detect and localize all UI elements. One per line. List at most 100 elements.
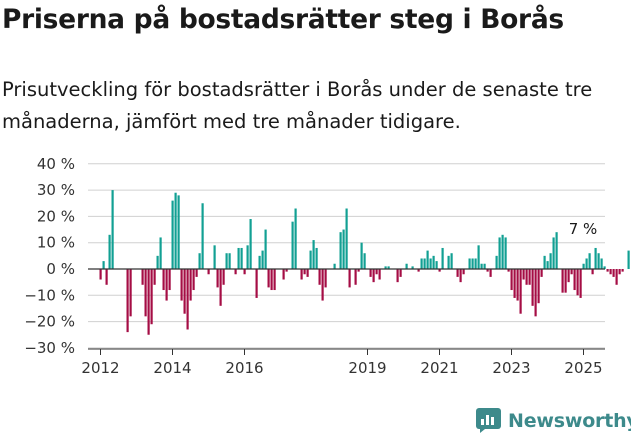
bar <box>417 269 420 272</box>
bar <box>240 247 243 269</box>
bar <box>555 232 558 269</box>
bar <box>477 245 480 269</box>
bar <box>480 263 483 269</box>
bar <box>519 269 522 314</box>
bar <box>228 253 231 269</box>
bar <box>150 269 153 325</box>
bar <box>345 208 348 269</box>
bar <box>234 269 237 275</box>
bar <box>423 258 426 269</box>
bar <box>618 269 621 275</box>
bar <box>552 237 555 269</box>
bars <box>99 190 630 335</box>
bar <box>309 250 312 269</box>
bar <box>129 269 132 317</box>
bar <box>378 269 381 280</box>
bar <box>585 258 588 269</box>
bar <box>543 255 546 269</box>
bar <box>387 266 390 269</box>
bar <box>282 269 285 280</box>
bar <box>207 269 210 275</box>
bar <box>237 247 240 269</box>
bar <box>534 269 537 317</box>
bar <box>165 269 168 301</box>
y-tick-label: 30 % <box>37 181 75 199</box>
newsworthy-logo-icon <box>476 408 501 433</box>
bar <box>174 192 177 269</box>
bar <box>201 203 204 269</box>
bar <box>483 263 486 269</box>
bar <box>579 269 582 298</box>
bar <box>315 247 318 269</box>
bar <box>147 269 150 335</box>
bar <box>435 261 438 269</box>
bar <box>339 232 342 269</box>
bar <box>159 237 162 269</box>
bar <box>384 266 387 269</box>
bar <box>300 269 303 280</box>
bar <box>540 269 543 277</box>
bar <box>537 269 540 304</box>
bar <box>111 190 114 269</box>
bar <box>567 269 570 283</box>
bar <box>561 269 564 293</box>
bar <box>303 269 306 275</box>
bar <box>576 269 579 296</box>
bar <box>219 269 222 306</box>
bar <box>474 258 477 269</box>
bar <box>411 266 414 269</box>
bar <box>528 269 531 285</box>
bar <box>471 258 474 269</box>
bar <box>432 255 435 269</box>
bar <box>126 269 129 333</box>
bar <box>186 269 189 330</box>
bar <box>564 269 567 293</box>
bar <box>258 255 261 269</box>
x-tick-label: 2025 <box>564 359 602 377</box>
bar <box>168 269 171 291</box>
bar <box>198 253 201 269</box>
bar <box>603 266 606 269</box>
y-tick-label: 20 % <box>37 207 75 225</box>
x-tick-label: 2016 <box>225 359 263 377</box>
bar <box>183 269 186 314</box>
bar <box>531 269 534 306</box>
bar <box>294 208 297 269</box>
x-tick-label: 2023 <box>492 359 530 377</box>
bar <box>597 253 600 269</box>
bar <box>162 269 165 291</box>
bar <box>270 269 273 291</box>
y-tick-label: −30 % <box>24 339 75 357</box>
bar <box>426 250 429 269</box>
y-tick-label: −10 % <box>24 286 75 304</box>
bar <box>429 258 432 269</box>
bar <box>588 253 591 269</box>
bar <box>486 269 489 272</box>
bar <box>459 269 462 283</box>
bar <box>189 269 192 301</box>
bar <box>441 247 444 269</box>
bar <box>357 269 360 272</box>
bar <box>363 253 366 269</box>
bar <box>369 269 372 277</box>
bar <box>450 253 453 269</box>
bar <box>144 269 147 317</box>
bar <box>582 263 585 269</box>
y-tick-label: 10 % <box>37 234 75 252</box>
bar <box>177 195 180 269</box>
bar <box>255 269 258 298</box>
bar <box>522 269 525 280</box>
bar <box>513 269 516 298</box>
bar <box>516 269 519 301</box>
y-tick-label: 0 % <box>46 260 75 278</box>
bar <box>468 258 471 269</box>
bar <box>498 237 501 269</box>
bar <box>243 269 246 275</box>
bar <box>108 234 111 269</box>
bar <box>360 242 363 269</box>
bar <box>573 269 576 291</box>
bar <box>525 269 528 285</box>
bar <box>318 269 321 285</box>
bar <box>312 240 315 269</box>
bar <box>171 200 174 269</box>
